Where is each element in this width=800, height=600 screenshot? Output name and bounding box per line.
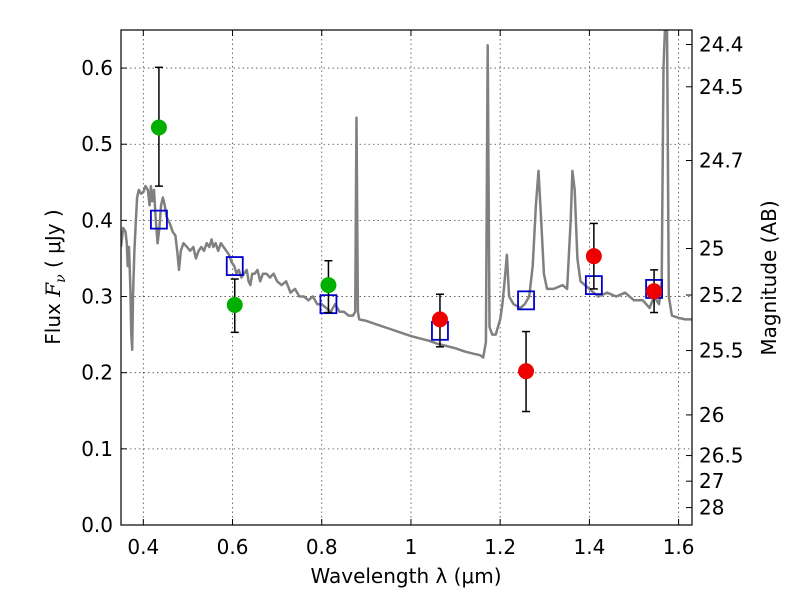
right-tick-label: 24.5 xyxy=(699,75,744,99)
right-tick-label: 25.5 xyxy=(699,339,744,363)
grid-layer xyxy=(121,30,692,525)
right-tick-label: 26.5 xyxy=(699,444,744,468)
data-points-layer xyxy=(150,66,663,413)
y-axis-label-suffix: ( μJy ) xyxy=(41,209,65,274)
x-tick-label: 0.4 xyxy=(127,535,159,559)
model-point-square xyxy=(150,209,168,230)
data-point xyxy=(585,248,602,265)
right-tick-label: 25 xyxy=(699,237,724,261)
right-tick-label: 26 xyxy=(699,403,724,427)
y-tick-label: 0.0 xyxy=(81,513,113,537)
plot-area xyxy=(121,30,692,525)
x-tick-label: 0.6 xyxy=(217,535,249,559)
y-tick-label: 0.1 xyxy=(81,437,113,461)
spectrum-line xyxy=(121,30,692,359)
right-tick-label: 27 xyxy=(699,469,724,493)
y-tick-label: 0.6 xyxy=(81,56,113,80)
right-tick-label: 25.2 xyxy=(699,283,744,307)
x-tick-label: 1 xyxy=(405,535,418,559)
y-axis-label-symbol: F xyxy=(41,282,65,298)
x-axis-label: Wavelength λ (μm) xyxy=(310,564,501,588)
right-tick-label: 24.7 xyxy=(699,149,744,173)
x-tick-label: 1.4 xyxy=(573,535,605,559)
right-tick-label: 24.4 xyxy=(699,33,744,57)
x-tick-label: 1.6 xyxy=(663,535,695,559)
y-axis-label-prefix: Flux xyxy=(41,297,65,345)
x-tick-label: 1.2 xyxy=(484,535,516,559)
tick-layer: 0.4 0.6 0.8 1 1.2 1.4 1.6 0.0 0.1 0.2 0.3 0.4 0.5 0.6… xyxy=(81,30,744,559)
data-point xyxy=(150,119,167,136)
plot-frame xyxy=(120,29,693,526)
right-axis-label: Magnitude (AB) xyxy=(757,200,781,355)
y-tick-label: 0.3 xyxy=(81,285,113,309)
data-point xyxy=(226,296,243,313)
data-point xyxy=(518,363,535,380)
y-tick-label: 0.2 xyxy=(81,361,113,385)
y-axis-label: Flux Fν ( μJy ) xyxy=(41,209,69,344)
y-axis-label-subscript: ν xyxy=(53,274,69,283)
model-point-square xyxy=(517,290,535,311)
spectrum-layer xyxy=(121,30,692,359)
model-point-square xyxy=(225,256,244,276)
y-tick-label: 0.4 xyxy=(81,208,113,232)
data-point xyxy=(431,311,448,328)
data-point xyxy=(320,277,337,294)
y-tick-label: 0.5 xyxy=(81,132,113,156)
x-tick-label: 0.8 xyxy=(306,535,338,559)
right-tick-label: 28 xyxy=(699,496,724,520)
data-point xyxy=(646,283,663,300)
